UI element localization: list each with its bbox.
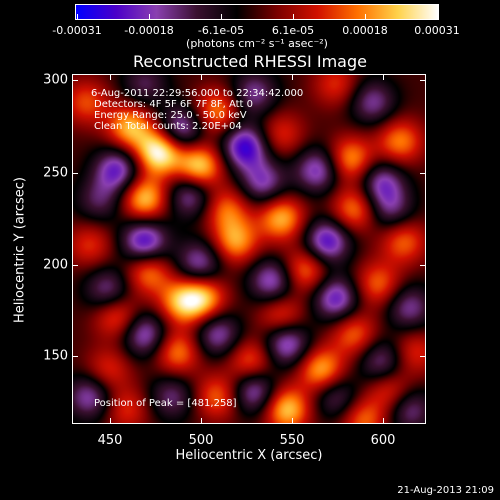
colorbar-tick-mark <box>221 14 222 20</box>
x-tick-label: 450 <box>97 433 123 448</box>
colorbar-tick-mark <box>77 14 78 20</box>
colorbar-tick-label: 0.00018 <box>342 24 388 37</box>
info-clean-counts: Clean Total counts: 2.20E+04 <box>94 121 242 132</box>
axis-tick-mark <box>72 265 78 266</box>
axis-tick-mark <box>72 80 78 81</box>
info-energy-range: Energy Range: 25.0 - 50.0 keV <box>94 110 247 121</box>
y-tick-label: 250 <box>43 165 68 181</box>
colorbar-units: (photons cm⁻² s⁻¹ asec⁻²) <box>186 37 328 50</box>
axis-tick-mark <box>420 173 426 174</box>
axis-tick-mark <box>72 173 78 174</box>
colorbar-tick-label: 0.00031 <box>414 24 460 37</box>
axis-tick-mark <box>420 80 426 81</box>
colorbar-tick-mark <box>437 14 438 20</box>
axis-tick-mark <box>420 356 426 357</box>
heatmap-image <box>73 75 425 423</box>
colorbar-tick-mark <box>365 14 366 20</box>
axis-tick-mark <box>72 356 78 357</box>
colorbar-tick-label: 6.1e-05 <box>271 24 315 37</box>
y-tick-label: 300 <box>43 72 68 88</box>
info-detectors: Detectors: 4F 5F 6F 7F 8F, Att 0 <box>94 99 254 110</box>
x-tick-label: 600 <box>370 433 396 448</box>
axis-tick-mark <box>292 74 293 80</box>
axis-tick-mark <box>110 418 111 424</box>
x-tick-label: 550 <box>279 433 305 448</box>
axis-tick-mark <box>110 74 111 80</box>
axis-tick-mark <box>383 418 384 424</box>
info-peak-position: Position of Peak = [481,258] <box>94 398 237 409</box>
axis-tick-mark <box>420 265 426 266</box>
axis-tick-mark <box>201 418 202 424</box>
colorbar-tick-label: -6.1e-05 <box>197 24 245 37</box>
colorbar <box>75 4 439 20</box>
plot-frame <box>72 74 426 424</box>
x-tick-label: 500 <box>188 433 214 448</box>
y-tick-label: 200 <box>43 257 68 273</box>
timestamp: 21-Aug-2013 21:09 <box>397 485 494 496</box>
axis-tick-mark <box>383 74 384 80</box>
colorbar-tick-label: -0.00018 <box>124 24 174 37</box>
colorbar-tick-label: -0.00031 <box>52 24 102 37</box>
y-axis-label: Heliocentric Y (arcsec) <box>12 177 28 323</box>
y-tick-label: 150 <box>43 348 68 364</box>
plot-title: Reconstructed RHESSI Image <box>133 52 367 71</box>
axis-tick-mark <box>292 418 293 424</box>
colorbar-tick-mark <box>149 14 150 20</box>
x-axis-label: Heliocentric X (arcsec) <box>175 448 323 463</box>
colorbar-tick-mark <box>293 14 294 20</box>
info-time-range: 6-Aug-2011 22:29:56.000 to 22:34:42.000 <box>91 88 304 99</box>
axis-tick-mark <box>201 74 202 80</box>
